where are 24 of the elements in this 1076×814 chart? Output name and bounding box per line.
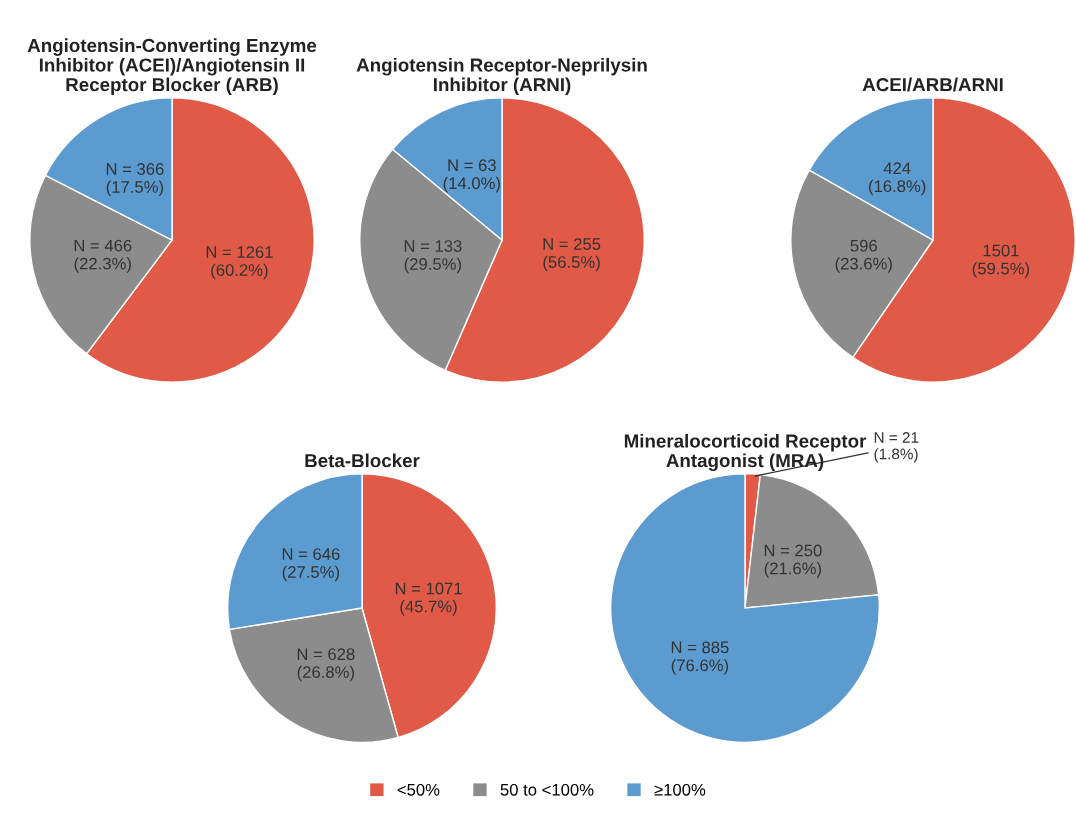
data-label: 596 (23.6%) [835, 239, 892, 273]
chart-title: Beta-Blocker [305, 453, 420, 468]
legend-label: 50 to <100% [500, 783, 594, 796]
data-label: N = 21 (1.8%) [874, 432, 919, 463]
data-label: 1501 (59.5%) [972, 244, 1030, 278]
data-label: N = 63 (14.0%) [443, 159, 500, 193]
data-label: N = 133 (29.5%) [404, 240, 462, 274]
chart-title: ACEI/ARB/ARNI [862, 77, 1003, 92]
data-label: N = 466 (22.3%) [74, 239, 132, 273]
chart-title: Angiotensin Receptor-Neprilysin Inhibitor (ARNI) [356, 57, 647, 95]
data-label: 424 (16.8%) [869, 162, 926, 196]
data-label: N = 1071 (45.7%) [395, 582, 462, 616]
data-label: N = 255 (56.5%) [543, 238, 601, 272]
data-label: N = 628 (26.8%) [297, 648, 355, 682]
chart-title: Angiotensin-Converting Enzyme Inhibitor (ACEI)/Angiotensin II Receptor Blocker (ARB) [27, 38, 317, 95]
data-label: N = 250 (21.6%) [764, 544, 822, 578]
legend-label: ≥100% [654, 783, 706, 796]
data-label: N = 885 (76.6%) [671, 641, 729, 675]
data-label: N = 1261 (60.2%) [206, 246, 273, 280]
pie-slice [609, 472, 881, 744]
data-label: N = 366 (17.5%) [106, 163, 164, 197]
text: Mineralocorticoid Receptor Antagonist (MRA) [624, 433, 867, 471]
legend-label: <50% [397, 783, 440, 796]
data-label: N = 646 (27.5%) [282, 548, 340, 582]
